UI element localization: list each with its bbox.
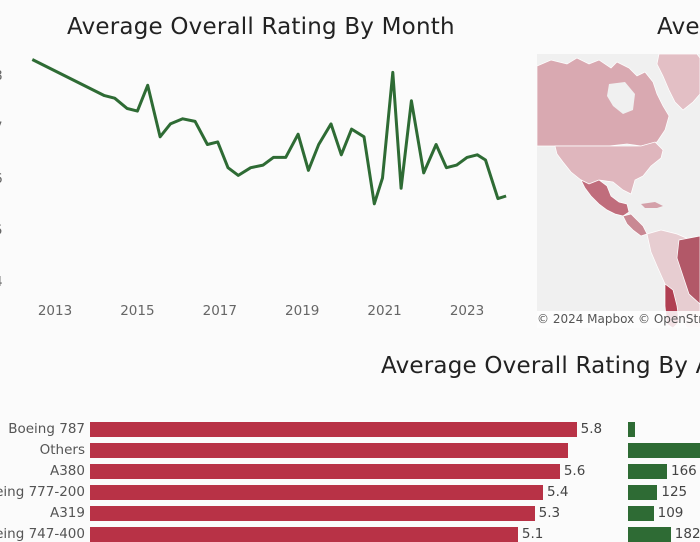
- rating-data-point[interactable]: [443, 165, 449, 171]
- rating-data-point[interactable]: [29, 57, 35, 63]
- rating-value-label: 5.6: [563, 463, 586, 479]
- line-chart: 8 7 6 5 4 2013 2015 2017 2019 2021 2023: [0, 57, 509, 319]
- rating-data-point[interactable]: [474, 152, 480, 158]
- x-tick-label: 2015: [120, 303, 154, 319]
- rating-data-point[interactable]: [433, 142, 439, 148]
- aircraft-label: A319: [49, 505, 85, 521]
- rating-data-point[interactable]: [316, 142, 322, 148]
- rating-bar[interactable]: [90, 422, 577, 437]
- map-region-mexico[interactable]: [580, 179, 630, 217]
- review-count-label: 109: [657, 505, 684, 521]
- y-tick-label: 4: [0, 274, 3, 290]
- rating-data-point[interactable]: [134, 108, 140, 114]
- rating-data-point[interactable]: [157, 134, 163, 140]
- rating-data-point[interactable]: [503, 193, 509, 199]
- rating-bar[interactable]: [90, 443, 569, 458]
- map-attribution: © 2024 Mapbox © OpenStreetMap: [537, 311, 700, 328]
- review-count-label: 166: [671, 463, 697, 479]
- rating-data-point[interactable]: [192, 118, 198, 124]
- rating-data-point[interactable]: [495, 196, 501, 202]
- line-chart-title: Average Overall Rating By Month: [67, 14, 455, 40]
- rating-data-point[interactable]: [328, 121, 334, 127]
- rating-data-point[interactable]: [408, 98, 414, 104]
- x-tick-label: 2019: [285, 303, 319, 319]
- review-count-bar[interactable]: [628, 422, 636, 437]
- rating-data-point[interactable]: [483, 157, 489, 163]
- x-tick-label: 2013: [38, 303, 72, 319]
- rating-data-point[interactable]: [421, 170, 427, 176]
- review-count-bar[interactable]: [628, 527, 671, 542]
- y-tick-label: 7: [0, 120, 3, 136]
- review-count-bar[interactable]: [628, 443, 700, 458]
- rating-bar[interactable]: [90, 527, 518, 542]
- rating-series-line[interactable]: [31, 58, 507, 206]
- review-count-bar[interactable]: [628, 464, 667, 479]
- x-tick-label: 2021: [367, 303, 401, 319]
- map-title: Ave: [657, 14, 700, 40]
- aircraft-label: Others: [39, 442, 85, 458]
- x-tick-label: 2023: [450, 303, 484, 319]
- rating-value-label: 5.8: [580, 421, 603, 437]
- rating-data-point[interactable]: [283, 154, 289, 160]
- map-region-usa[interactable]: [554, 141, 664, 195]
- rating-data-point[interactable]: [124, 105, 130, 111]
- rating-data-point[interactable]: [380, 175, 386, 181]
- x-tick-label: 2017: [203, 303, 237, 319]
- map-region-caribbean[interactable]: [641, 202, 663, 208]
- y-tick-label: 8: [0, 68, 3, 84]
- rating-value-label: 5.3: [538, 505, 561, 521]
- rating-data-point[interactable]: [215, 139, 221, 145]
- rating-data-point[interactable]: [260, 162, 266, 168]
- rating-data-point[interactable]: [112, 95, 118, 101]
- review-count-bar[interactable]: [628, 485, 658, 500]
- rating-data-point[interactable]: [101, 93, 107, 99]
- rating-data-point[interactable]: [305, 167, 311, 173]
- rating-data-point[interactable]: [454, 162, 460, 168]
- rating-bar[interactable]: [90, 464, 560, 479]
- rating-value-label: 5.1: [521, 526, 544, 542]
- rating-bar[interactable]: [90, 485, 544, 500]
- rating-value-label: 5.4: [547, 484, 569, 500]
- y-tick-label: 5: [0, 223, 3, 239]
- rating-data-point[interactable]: [180, 116, 186, 122]
- rating-data-point[interactable]: [390, 69, 396, 75]
- review-count-bar[interactable]: [628, 506, 654, 521]
- rating-data-point[interactable]: [235, 172, 241, 178]
- rating-data-point[interactable]: [145, 82, 151, 88]
- rating-data-point[interactable]: [204, 142, 210, 148]
- rating-data-point[interactable]: [349, 126, 355, 132]
- map-region-greenland[interactable]: [656, 54, 700, 111]
- rating-data-point[interactable]: [361, 134, 367, 140]
- bar-chart-title: Average Overall Rating By Air: [381, 353, 700, 379]
- mapbox-attribution-link[interactable]: © 2024 Mapbox: [537, 312, 635, 326]
- rating-data-point[interactable]: [338, 152, 344, 158]
- world-map: [537, 54, 700, 328]
- review-count-label: 125: [661, 484, 688, 500]
- y-tick-label: 6: [0, 171, 3, 187]
- aircraft-label: A380: [49, 463, 85, 479]
- review-count-label: 182: [674, 526, 700, 542]
- aircraft-label: eing 777-200: [0, 484, 85, 500]
- rating-data-point[interactable]: [295, 131, 301, 137]
- map-hudson-bay: [607, 82, 635, 114]
- map-region-brazil[interactable]: [676, 235, 700, 305]
- aircraft-label: Boeing 787: [8, 421, 85, 437]
- rating-data-point[interactable]: [225, 165, 231, 171]
- rating-data-point[interactable]: [398, 185, 404, 191]
- rating-data-point[interactable]: [371, 201, 377, 207]
- map-panel[interactable]: © 2024 Mapbox © OpenStreetMap: [537, 54, 700, 328]
- aircraft-label: eing 747-400: [0, 526, 85, 542]
- rating-data-point[interactable]: [167, 121, 173, 127]
- openstreetmap-attribution-link[interactable]: © OpenStreetMap: [638, 312, 700, 326]
- rating-data-point[interactable]: [248, 165, 254, 171]
- rating-data-point[interactable]: [464, 154, 470, 160]
- rating-bar[interactable]: [90, 506, 535, 521]
- rating-data-point[interactable]: [270, 154, 276, 160]
